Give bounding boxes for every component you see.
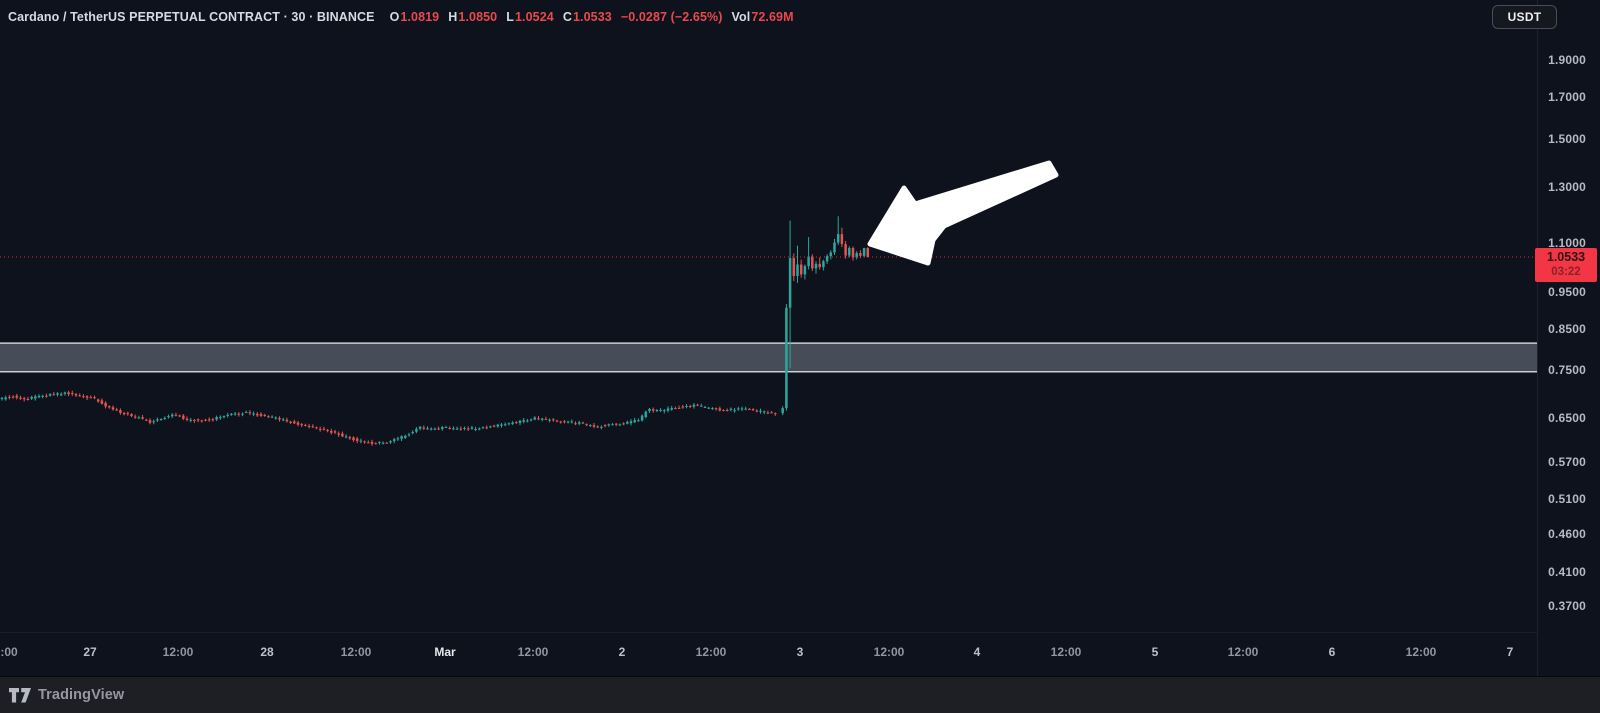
price-axis[interactable]: 1.0533 03:22 1.9000 1.7000 1.5000 1.3000 1.1… — [1535, 0, 1600, 676]
price-tick: 1.7000 — [1548, 90, 1586, 105]
symbol-legend[interactable]: Cardano / TetherUS PERPETUAL CONTRACT · … — [8, 10, 794, 25]
time-tick: 4 — [973, 645, 981, 659]
price-tick: 0.4600 — [1548, 526, 1586, 541]
price-tick: 0.8500 — [1548, 321, 1586, 336]
time-tick: 2 — [618, 645, 626, 659]
time-tick: 27 — [83, 645, 97, 659]
tradingview-logo-icon[interactable] — [9, 687, 31, 703]
price-tick: 0.3700 — [1548, 599, 1586, 614]
symbol-title[interactable]: Cardano / TetherUS PERPETUAL CONTRACT · … — [8, 10, 375, 24]
high-value: 1.0850 — [458, 10, 498, 24]
time-tick: 12:00 — [517, 645, 549, 659]
time-tick: 3 — [796, 645, 804, 659]
candlestick-chart[interactable] — [0, 0, 1537, 676]
price-tick: 0.7500 — [1548, 363, 1586, 378]
currency-unit-button[interactable]: USDT — [1492, 5, 1557, 29]
open-value: 1.0819 — [400, 10, 440, 24]
time-tick: 12:00 — [1405, 645, 1437, 659]
price-tick: 0.5100 — [1548, 492, 1586, 507]
time-tick: 28 — [260, 645, 274, 659]
time-tick: 12:00 — [162, 645, 194, 659]
time-tick: 12:00 — [1050, 645, 1082, 659]
last-price-value: 1.0533 — [1546, 250, 1586, 265]
last-price-badge: 1.0533 03:22 — [1535, 248, 1597, 283]
price-tick: 0.6500 — [1548, 411, 1586, 426]
open-label: O — [389, 10, 400, 24]
price-tick: 0.9500 — [1548, 284, 1586, 299]
time-tick: :00 — [0, 645, 18, 659]
chart-plot-area[interactable] — [0, 0, 1537, 676]
supply-zone-band[interactable] — [0, 343, 1537, 372]
price-tick: 0.4100 — [1548, 565, 1586, 580]
price-tick: 1.1000 — [1548, 235, 1586, 250]
bar-countdown: 03:22 — [1551, 266, 1581, 279]
time-tick: Mar — [434, 645, 456, 659]
footer-bar: TradingView — [0, 676, 1600, 713]
tradingview-brand[interactable]: TradingView — [38, 687, 125, 703]
change-value: −0.0287 (−2.65%) — [620, 10, 723, 24]
time-tick: 12:00 — [873, 645, 905, 659]
price-tick: 1.5000 — [1548, 131, 1586, 146]
volume-label: Vol — [731, 10, 751, 24]
time-tick: 12:00 — [340, 645, 372, 659]
close-value: 1.0533 — [572, 10, 612, 24]
time-tick: 12:00 — [695, 645, 727, 659]
volume-value: 72.69M — [751, 10, 794, 24]
arrow-drawing[interactable] — [867, 160, 1059, 266]
low-value: 1.0524 — [514, 10, 554, 24]
time-tick: 5 — [1151, 645, 1159, 659]
low-label: L — [506, 10, 514, 24]
time-tick: 6 — [1328, 645, 1336, 659]
high-label: H — [448, 10, 458, 24]
price-tick: 1.3000 — [1548, 179, 1586, 194]
price-tick: 1.9000 — [1548, 53, 1586, 67]
close-label: C — [562, 10, 572, 24]
time-tick: 7 — [1506, 645, 1514, 659]
candles-group — [0, 216, 870, 446]
time-axis[interactable]: :00 27 12:00 28 12:00 Mar 12:00 2 12:00 3 12:00 4 12… — [0, 632, 1537, 677]
time-tick: 12:00 — [1227, 645, 1259, 659]
price-tick: 0.5700 — [1548, 455, 1586, 470]
